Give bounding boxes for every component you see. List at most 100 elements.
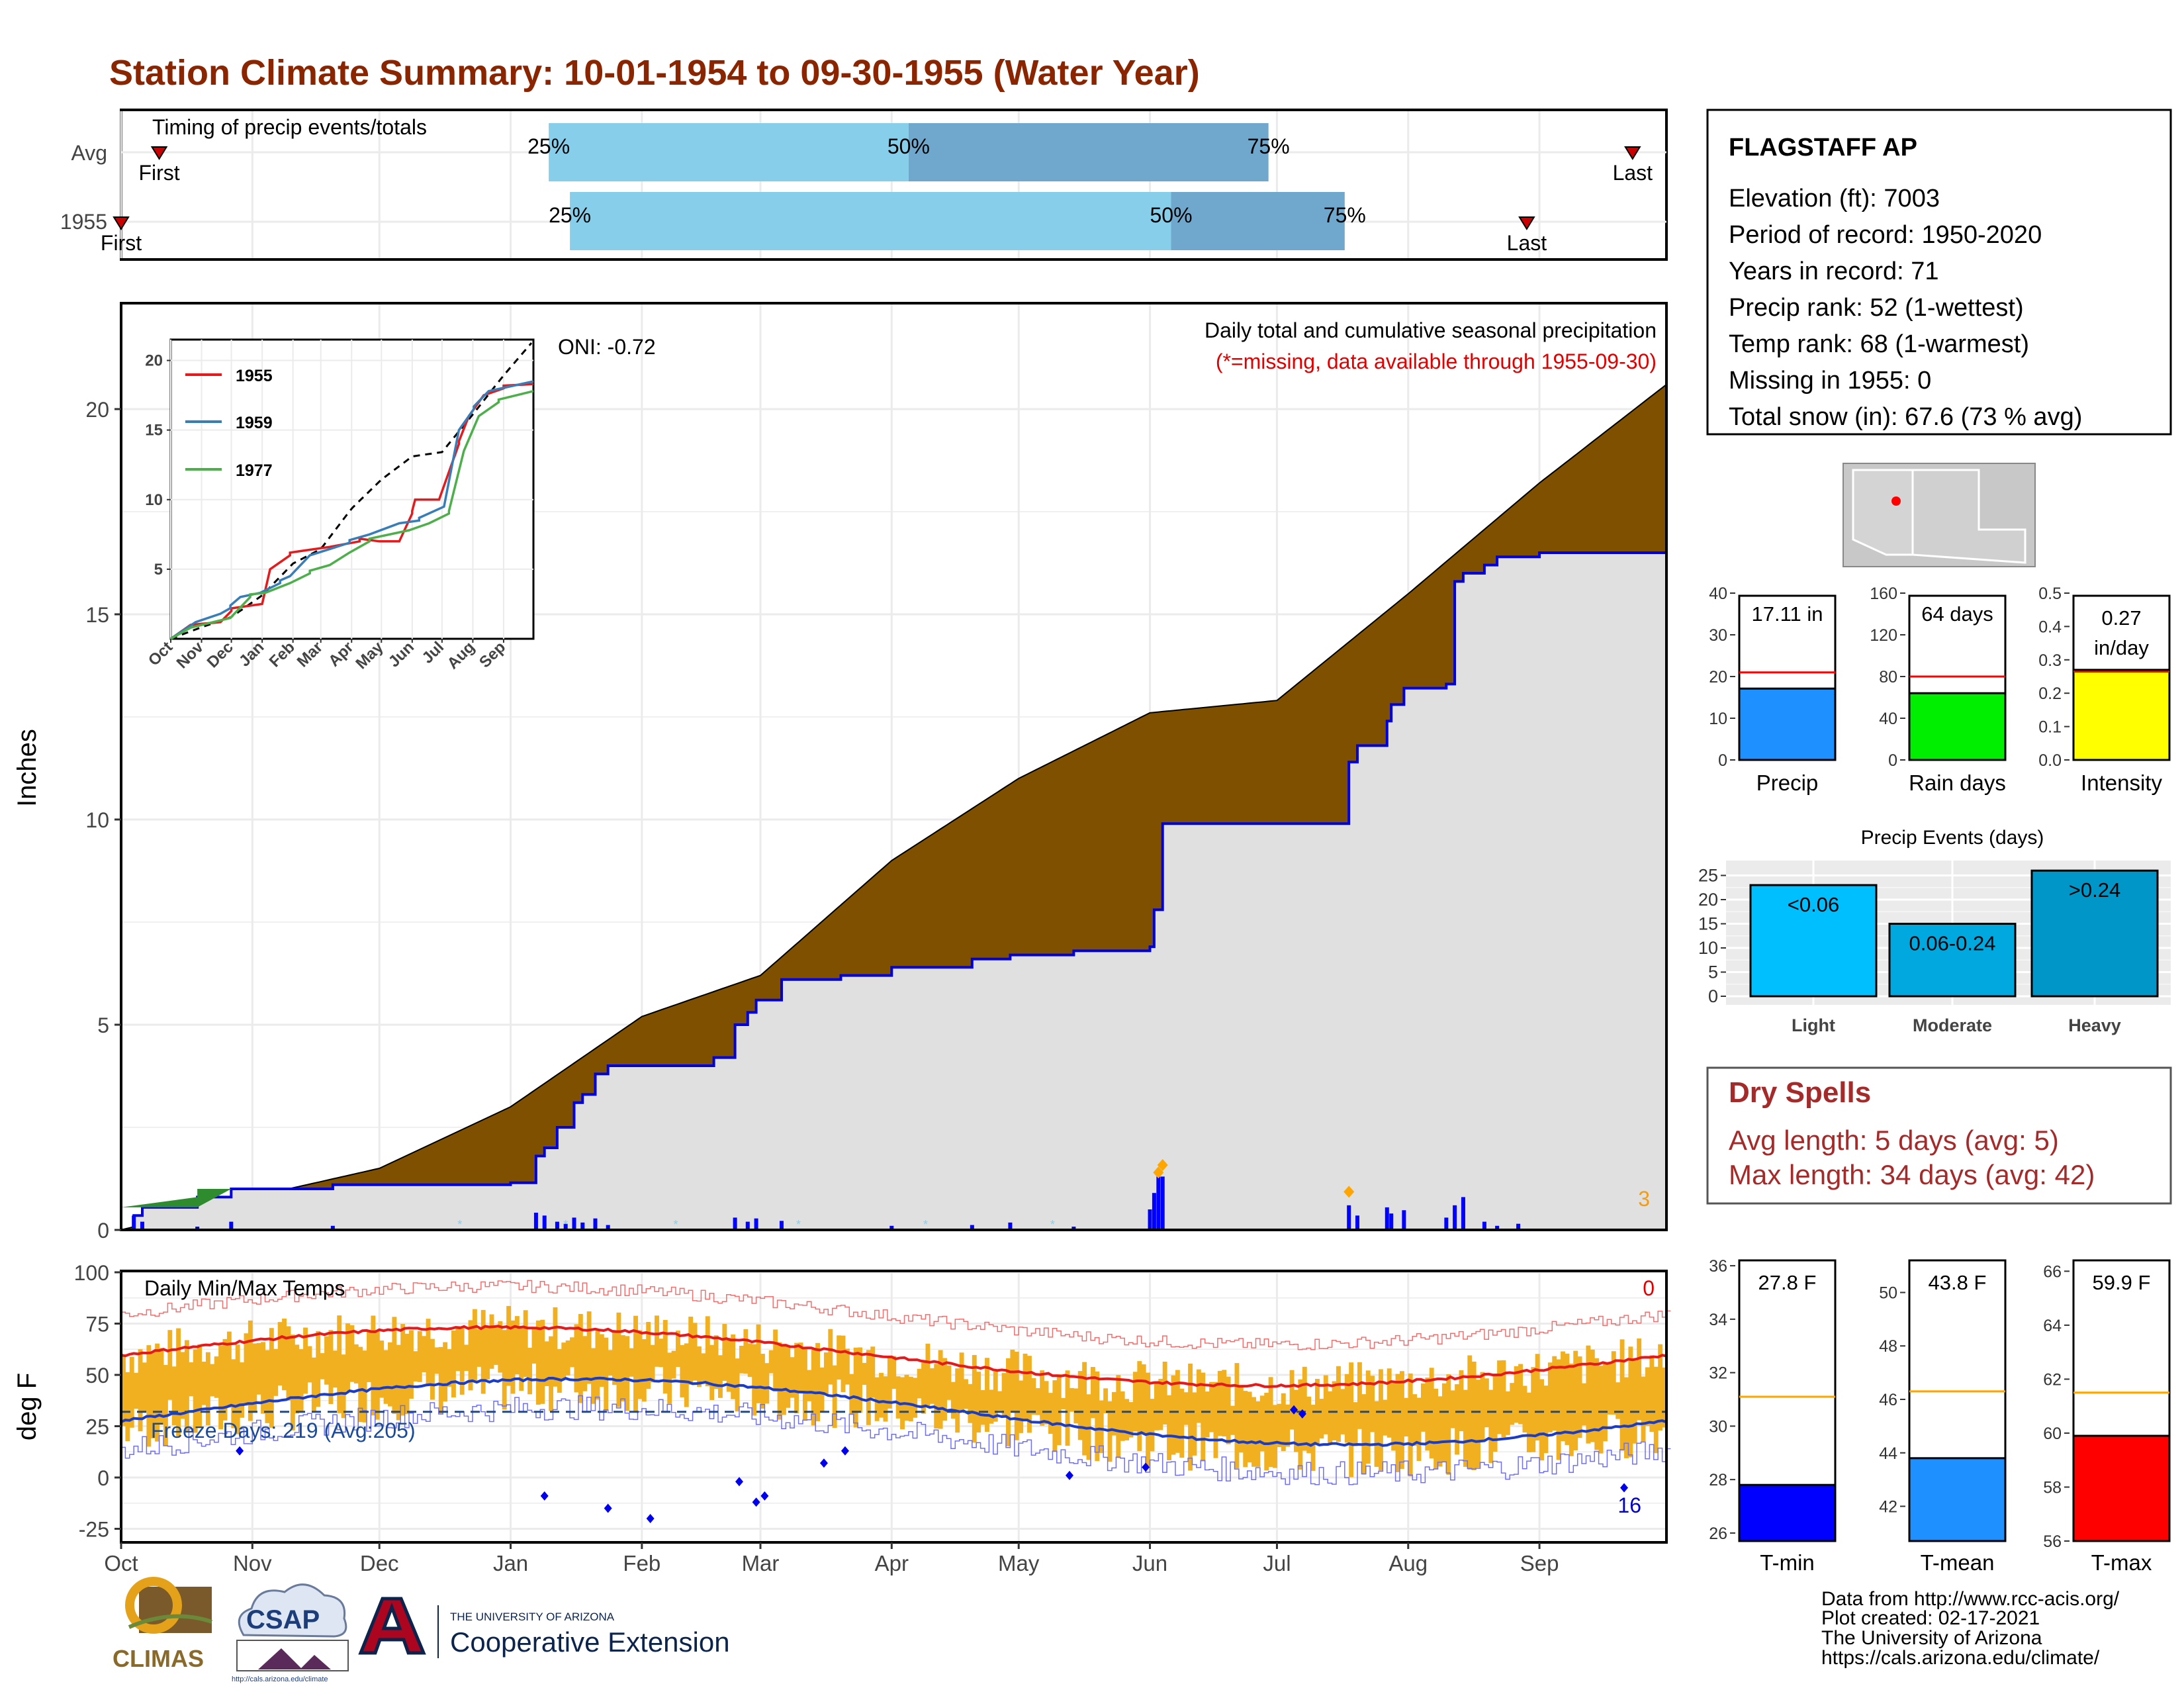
inset-y-tick-label: 10 <box>145 491 163 509</box>
temp-daily-bar <box>608 1350 613 1376</box>
precip-y-tick-label: 20 <box>85 398 109 422</box>
temp-daily-bar <box>917 1368 922 1399</box>
temp-daily-bar <box>413 1351 418 1382</box>
timing-bar-q25-q50-1955 <box>570 192 1171 250</box>
temp-daily-bar <box>409 1330 414 1399</box>
temp-daily-bar <box>1399 1371 1404 1470</box>
temp-daily-bar <box>713 1335 719 1389</box>
temp-y-tick-label: 25 <box>85 1415 109 1439</box>
precip-daily-bar <box>563 1223 568 1230</box>
temp-daily-bar <box>1561 1351 1565 1442</box>
precip-daily-bar <box>1482 1221 1486 1230</box>
mini-bar-tick-label: 40 <box>1709 585 1727 603</box>
station-period: Period of record: 1950-2020 <box>1729 221 2042 249</box>
temp-daily-bar <box>286 1326 291 1401</box>
temp-daily-bar <box>358 1346 363 1423</box>
temp-summary-tick-label: 56 <box>2043 1532 2062 1551</box>
mini-bar-tick-label: 0 <box>1888 751 1897 770</box>
temp-daily-bar <box>1027 1356 1032 1433</box>
precip-record-marker <box>1153 1166 1164 1179</box>
temp-record-low-marker <box>646 1514 655 1523</box>
mini-bar-tick-label: 0.1 <box>2038 718 2062 737</box>
temp-daily-bar <box>205 1352 210 1426</box>
temp-daily-bar <box>1090 1367 1095 1419</box>
cold-days-count: 16 <box>1617 1493 1641 1517</box>
temp-daily-bar <box>171 1366 177 1425</box>
temp-daily-bar <box>167 1330 173 1400</box>
precip-daily-bar <box>572 1217 576 1230</box>
temp-summary-tick-label: 34 <box>1709 1311 1727 1329</box>
csap-logo-cloud <box>238 1583 347 1638</box>
temp-daily-bar <box>328 1330 334 1404</box>
temp-daily-bar <box>1518 1364 1523 1425</box>
temp-daily-bar <box>828 1329 833 1385</box>
temp-daily-bar <box>1111 1391 1116 1436</box>
temp-daily-bar <box>1395 1374 1400 1473</box>
inset-y-tick-label: 15 <box>145 422 163 440</box>
temp-summary-tick-label: 46 <box>1879 1391 1897 1409</box>
temp-summary-tick-label: 42 <box>1879 1498 1897 1517</box>
temp-daily-bar <box>1230 1405 1235 1435</box>
temp-daily-bar <box>1565 1353 1570 1445</box>
temp-daily-bar <box>1332 1381 1337 1440</box>
mini-bar-label-unit-2: in/day <box>2094 636 2149 659</box>
temp-daily-bar <box>684 1343 689 1407</box>
temp-daily-bar <box>574 1324 579 1393</box>
temp-daily-bar <box>1146 1372 1151 1466</box>
precip-daily-bar <box>542 1215 547 1230</box>
mini-bar-tick-label: 0.0 <box>2038 751 2062 770</box>
precip-daily-bar <box>132 1215 136 1230</box>
temp-daily-bar <box>722 1323 727 1382</box>
temp-summary-tick-label: 64 <box>2043 1317 2062 1335</box>
temp-daily-bar <box>862 1362 867 1385</box>
temp-daily-bar <box>1615 1382 1621 1419</box>
temp-daily-bar <box>455 1326 461 1372</box>
temp-y-tick-label: 0 <box>97 1466 109 1490</box>
temp-daily-bar <box>756 1324 761 1403</box>
temp-daily-bar <box>929 1368 934 1404</box>
temp-daily-bar <box>502 1330 507 1410</box>
temp-daily-bar <box>197 1344 203 1428</box>
temp-daily-bar <box>485 1327 490 1380</box>
temp-daily-bar <box>1251 1397 1256 1467</box>
precip-observed-cumulative-line <box>121 528 1668 1231</box>
timing-label-75-Avg: 75% <box>1248 134 1290 158</box>
timing-label-50-Avg: 50% <box>887 134 930 158</box>
temp-daily-bar <box>1476 1380 1481 1468</box>
temp-daily-bar <box>807 1370 812 1401</box>
mini-bar-label-2: 0.27 <box>2101 606 2141 630</box>
station-elevation: Elevation (ft): 7003 <box>1729 185 1940 212</box>
inset-y-tick-label: 20 <box>145 352 163 370</box>
temp-daily-bar <box>1035 1388 1040 1415</box>
precip-y-tick-label: 0 <box>97 1219 109 1243</box>
temp-daily-bar <box>337 1315 342 1413</box>
mini-bar-value-0 <box>1738 687 1837 761</box>
footer-line-2: Plot created: 02-17-2021 <box>1821 1607 2040 1629</box>
temp-daily-bar <box>1433 1388 1439 1470</box>
temp-daily-bar <box>222 1338 228 1421</box>
temp-daily-bar <box>273 1348 279 1396</box>
snow-marker: * <box>923 1218 928 1231</box>
locator-map-station-marker <box>1891 496 1901 506</box>
inset-y-tick-label: 5 <box>154 561 163 579</box>
temp-daily-bar <box>752 1344 757 1416</box>
temp-daily-bar <box>591 1348 596 1404</box>
temp-daily-bar <box>968 1383 973 1423</box>
temp-daily-bar <box>1552 1356 1557 1431</box>
temp-daily-bar <box>1158 1378 1163 1430</box>
snow-marker: * <box>457 1218 462 1231</box>
temp-daily-bar <box>531 1329 537 1364</box>
temp-daily-bar <box>633 1315 638 1411</box>
temp-daily-bar <box>1463 1389 1468 1467</box>
x-tick-label-Jun: Jun <box>1132 1551 1167 1575</box>
temp-daily-bar <box>641 1339 647 1402</box>
temp-summary-tick-label: 50 <box>1879 1284 1897 1302</box>
temp-daily-bar <box>1361 1394 1367 1475</box>
temp-daily-bar <box>790 1357 795 1398</box>
temp-panel-title: Daily Min/Max Temps <box>144 1276 345 1300</box>
temp-daily-bar <box>874 1377 880 1421</box>
events-bar-label-Light: <0.06 <box>1788 893 1839 916</box>
temp-daily-bar <box>747 1343 752 1378</box>
temp-daily-bar <box>375 1331 380 1420</box>
temp-daily-bar <box>324 1336 329 1385</box>
